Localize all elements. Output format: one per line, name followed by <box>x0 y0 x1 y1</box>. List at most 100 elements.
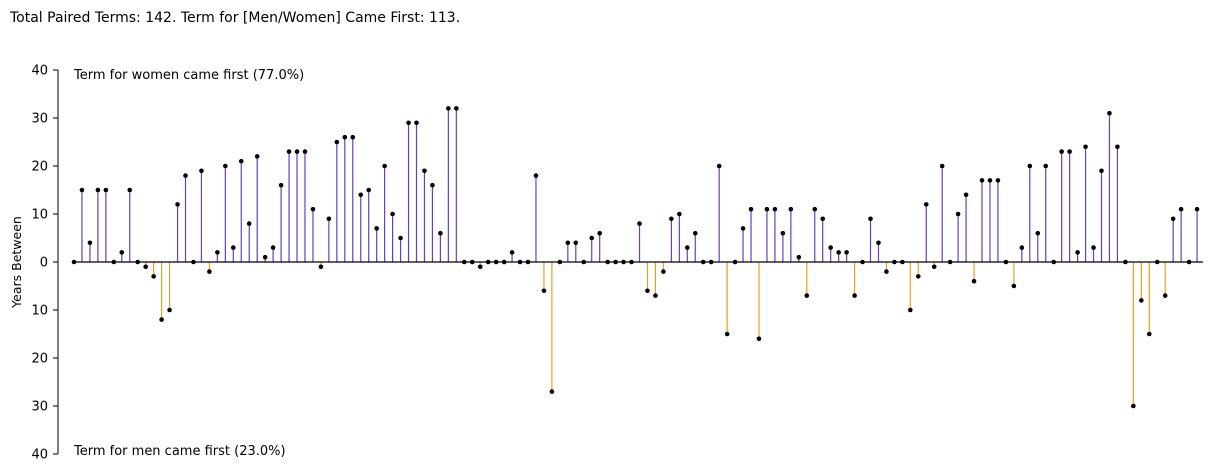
data-point <box>1131 403 1136 409</box>
data-point <box>947 259 953 265</box>
data-point <box>1003 259 1009 265</box>
data-point <box>334 139 340 145</box>
data-point <box>191 259 196 265</box>
data-point <box>764 206 770 212</box>
data-point <box>278 182 284 188</box>
data-point <box>342 134 348 140</box>
data-point <box>390 211 395 217</box>
data-point <box>669 216 674 222</box>
data-point <box>692 230 698 236</box>
data-point <box>796 254 802 260</box>
y-tick-label: 10 <box>31 208 48 223</box>
data-point <box>700 259 706 265</box>
data-point <box>716 163 722 169</box>
data-point <box>804 293 810 298</box>
data-point <box>310 206 316 212</box>
data-point <box>892 259 897 265</box>
data-point <box>517 259 523 265</box>
data-point <box>915 274 921 279</box>
data-point <box>589 235 595 241</box>
data-point <box>987 178 993 183</box>
data-point <box>469 259 475 265</box>
data-point <box>677 211 682 217</box>
data-point <box>939 163 945 169</box>
data-point <box>740 226 746 231</box>
y-axis-label: Years Between <box>9 216 24 309</box>
data-point <box>541 288 547 294</box>
data-point <box>1162 293 1168 298</box>
data-point <box>1186 259 1192 265</box>
data-point <box>318 264 324 270</box>
data-point <box>262 254 268 260</box>
data-point <box>461 259 467 265</box>
data-point <box>1139 298 1144 303</box>
data-point <box>995 178 1001 183</box>
data-point <box>143 264 148 270</box>
data-point <box>87 240 93 246</box>
data-point <box>685 245 690 250</box>
data-point <box>621 259 626 265</box>
data-point <box>159 317 164 322</box>
data-point <box>597 230 602 236</box>
data-point <box>1051 259 1056 265</box>
data-point <box>844 250 849 255</box>
data-point <box>231 245 236 250</box>
data-point <box>485 259 491 265</box>
markers-group <box>71 106 1200 409</box>
data-point <box>1170 216 1176 222</box>
data-point <box>446 106 451 111</box>
data-point <box>501 259 507 265</box>
data-point <box>294 149 300 154</box>
data-point <box>820 216 826 222</box>
y-tick-label: 20 <box>31 352 48 367</box>
y-tick-label: 10 <box>31 304 48 319</box>
data-point <box>605 259 610 265</box>
data-point <box>963 192 969 198</box>
data-point <box>1107 110 1112 116</box>
data-point <box>254 154 260 159</box>
data-point <box>246 221 252 226</box>
data-point <box>637 221 642 226</box>
data-point <box>1027 163 1033 169</box>
data-point <box>438 230 443 236</box>
y-tick-label: 0 <box>40 256 48 271</box>
data-point <box>183 173 188 178</box>
data-point <box>653 293 658 298</box>
y-tick-label: 30 <box>31 112 48 127</box>
data-point <box>127 187 133 193</box>
data-point <box>366 187 372 193</box>
y-tick-label: 40 <box>31 448 48 463</box>
data-point <box>772 206 778 212</box>
data-point <box>1091 245 1096 250</box>
data-point <box>724 331 730 337</box>
data-point <box>286 149 292 154</box>
data-point <box>414 120 419 126</box>
y-tick-label: 20 <box>31 160 48 175</box>
data-point <box>971 278 977 284</box>
data-point <box>581 259 587 265</box>
data-point <box>923 202 929 207</box>
data-point <box>884 269 889 274</box>
data-point <box>788 206 794 212</box>
data-point <box>1099 168 1104 174</box>
data-point <box>525 259 531 265</box>
annotation-men-first: Term for men came first (23.0%) <box>73 444 286 459</box>
data-point <box>908 307 913 313</box>
chart-title: Total Paired Terms: 142. Term for [Men/W… <box>9 10 460 26</box>
data-point <box>398 235 403 241</box>
y-tick-label: 30 <box>31 400 48 415</box>
data-point <box>812 206 818 212</box>
data-point <box>1043 163 1049 169</box>
data-point <box>374 226 379 231</box>
data-point <box>270 245 276 250</box>
data-point <box>533 173 539 178</box>
data-point <box>207 269 212 274</box>
data-point <box>119 250 125 255</box>
data-point <box>1059 149 1064 154</box>
data-point <box>732 259 738 265</box>
data-point <box>175 202 180 207</box>
data-point <box>493 259 499 265</box>
data-point <box>1154 259 1160 265</box>
data-point <box>549 389 555 394</box>
data-point <box>509 250 515 255</box>
